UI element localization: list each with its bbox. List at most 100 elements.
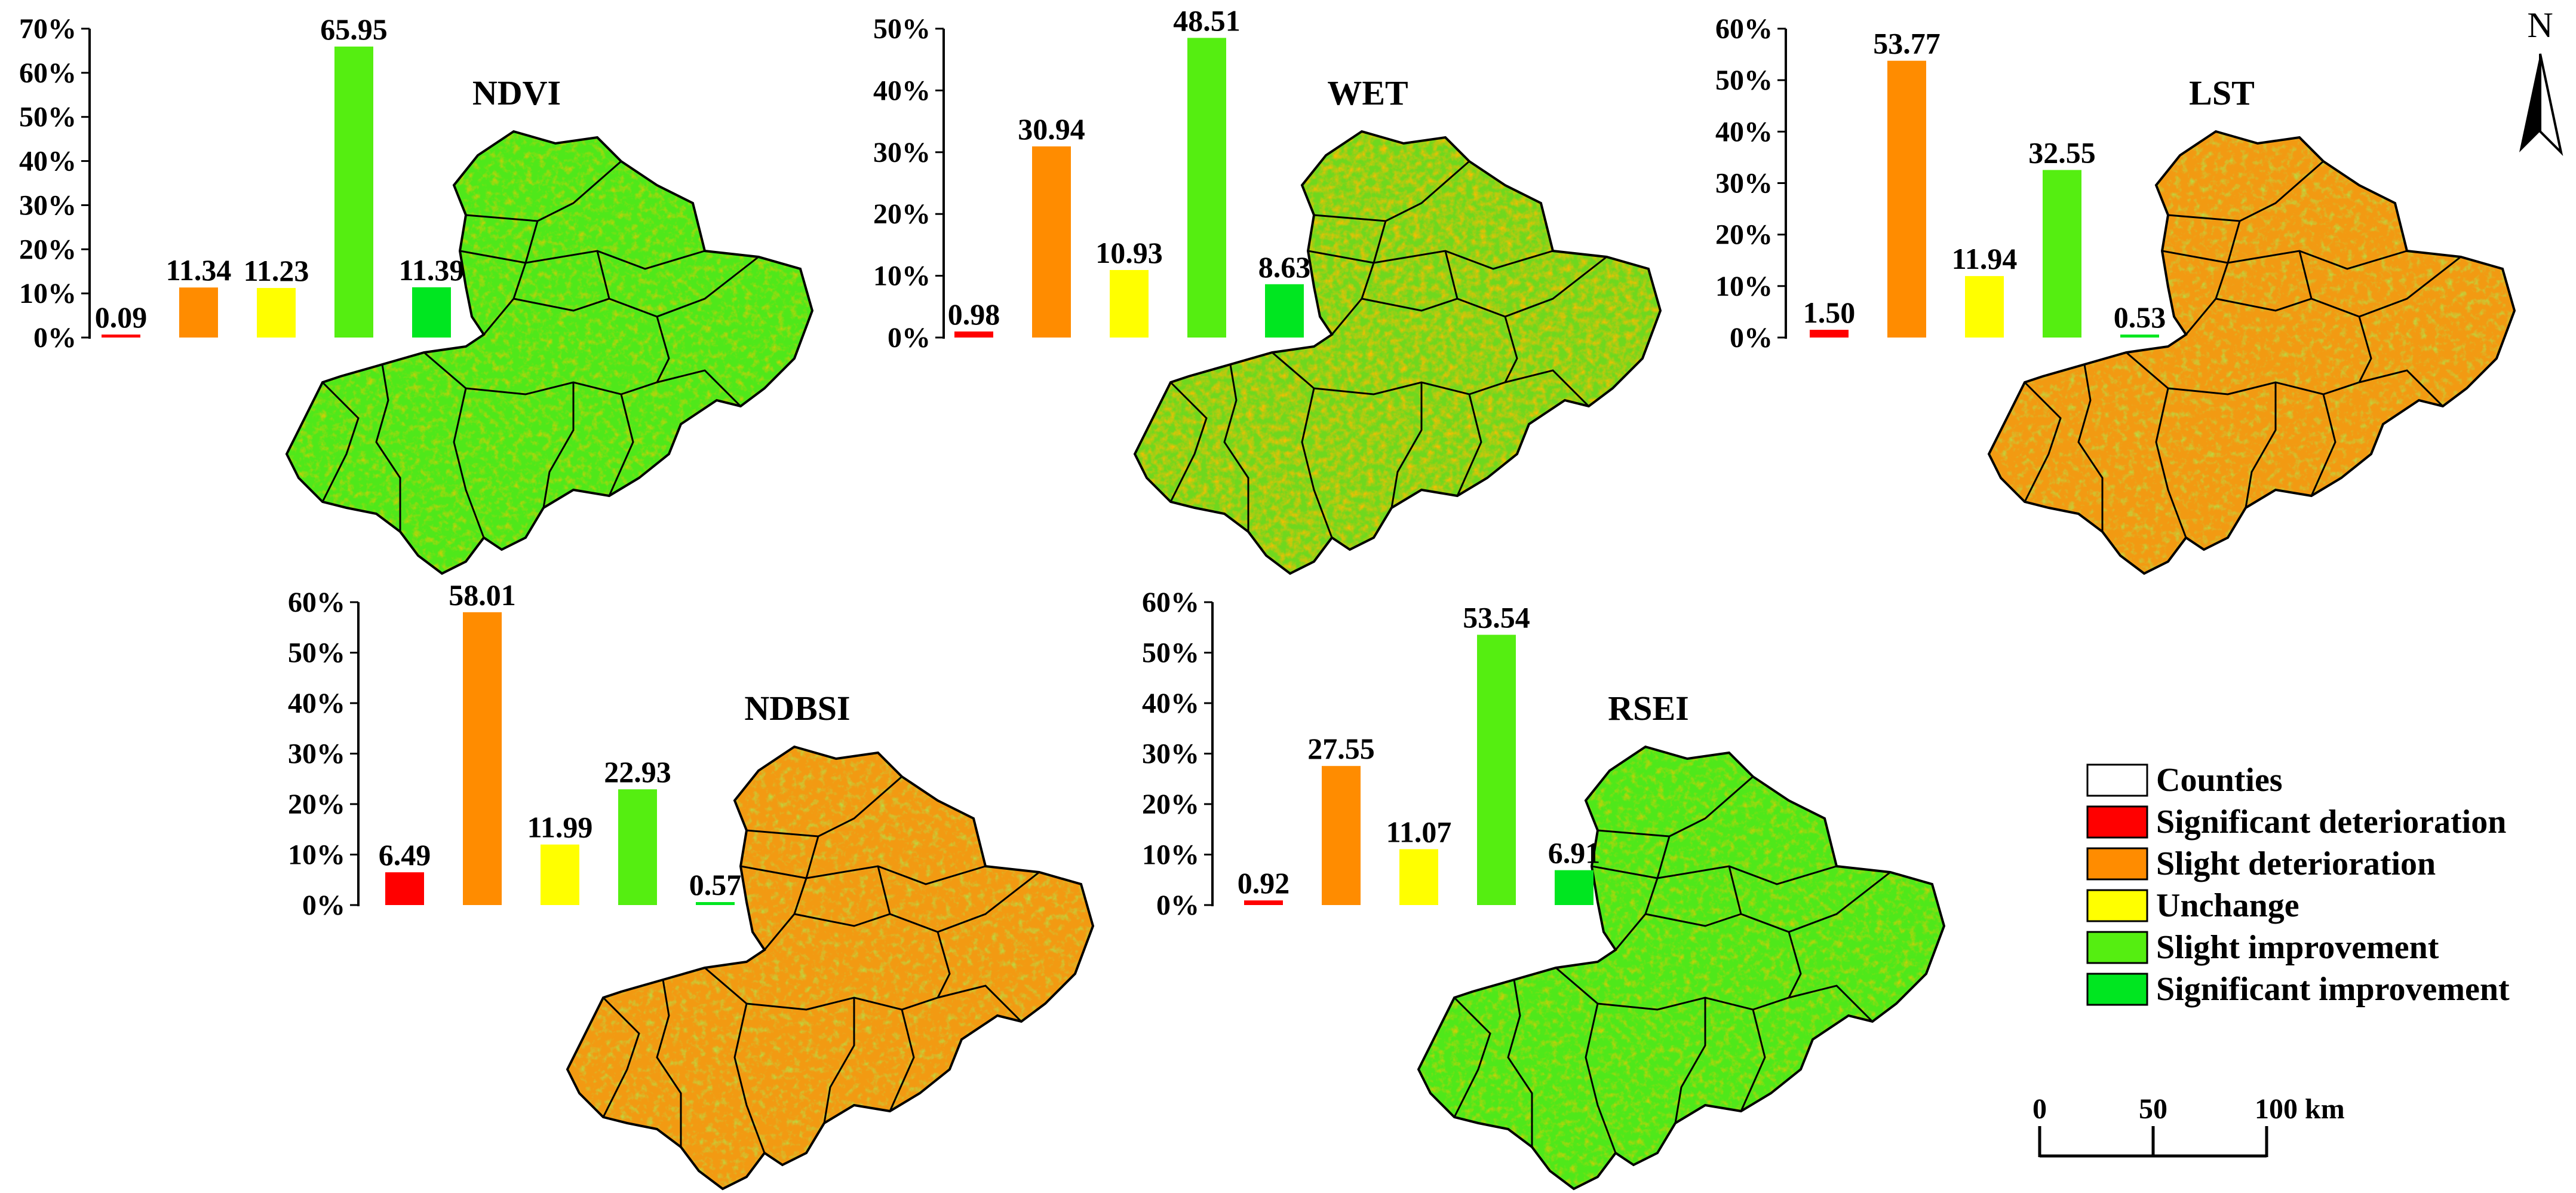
y-tick-label: 0% (1730, 322, 1773, 354)
region-boundary (1417, 745, 1946, 1191)
region-boundary (566, 745, 1095, 1191)
y-tick-label: 40% (19, 146, 76, 177)
bar-significant-improvement (412, 287, 451, 338)
county-boundary (1597, 775, 1754, 838)
legend-label: Counties (2156, 762, 2283, 799)
county-boundary (2167, 160, 2324, 222)
county-boundary (2126, 351, 2187, 538)
county-boundary (1313, 160, 1470, 222)
county-boundary (483, 220, 539, 335)
y-tick-label: 10% (1142, 839, 1199, 871)
county-boundary (1645, 913, 1742, 927)
y-tick-label: 60% (288, 587, 345, 618)
bar-value-label: 11.94 (1952, 242, 2018, 275)
county-boundary (1390, 382, 1423, 508)
bar-chart-ndvi: 0% 10% 20% 30% 40% 50% 60% 70% 0.09 11.34 11.23 65.… (19, 13, 464, 354)
y-tick-label: 0% (1156, 890, 1199, 921)
bar-significant-deterioration (1244, 900, 1283, 905)
y-tick-label: 70% (19, 13, 76, 45)
county-boundary (2077, 364, 2104, 532)
bar-value-label: 11.34 (166, 253, 232, 287)
bar-slight-improvement (618, 789, 657, 905)
scale-label: 50 (2139, 1093, 2167, 1125)
bar-slight-deterioration (179, 287, 218, 338)
county-boundary (937, 931, 951, 998)
panel-lst: LST 0% 10% 20% 30% 40% 50% 60% 1.50 53.77 11.94 32.… (1715, 13, 2516, 575)
bar-significant-deterioration (1810, 330, 1849, 338)
y-tick-label: 50% (1715, 65, 1773, 96)
y-tick-label: 40% (1715, 116, 1773, 148)
legend-swatch (2086, 889, 2148, 922)
legend: Counties Significant deterioration Slight … (2086, 762, 2510, 1008)
county-boundary (1674, 998, 1706, 1124)
panels-layer: NDVI 0% 10% 20% 30% 40% 50% 60% 70% 0.09 11.34 11.2… (19, 4, 2516, 1191)
y-tick-label: 20% (1142, 789, 1199, 820)
y-tick-label: 10% (288, 839, 345, 871)
bar-value-label: 11.99 (527, 811, 593, 844)
county-boundary (375, 364, 401, 532)
panel-wet: WET 0% 10% 20% 30% 40% 50% 0.98 30.94 10.93 48.51 8… (873, 4, 1662, 575)
panel-title: NDVI (472, 73, 561, 112)
bar-slight-improvement (334, 46, 373, 338)
bar-slight-deterioration (463, 612, 502, 905)
north-arrow: N (2519, 5, 2563, 157)
bar-chart-wet: 0% 10% 20% 30% 40% 50% 0.98 30.94 10.93 48.51 8.63 (873, 4, 1310, 354)
county-boundary (1555, 967, 1617, 1154)
panel-rsei: RSEI 0% 10% 20% 30% 40% 50% 60% 0.92 27.55 11.07 53… (1142, 587, 1946, 1191)
county-boundary (889, 1009, 915, 1112)
bar-significant-deterioration (102, 335, 140, 338)
legend-label: Significant deterioration (2156, 803, 2506, 841)
north-arrow-half (2539, 53, 2563, 157)
bar-significant-improvement (1265, 284, 1304, 338)
bar-slight-deterioration (1322, 766, 1361, 905)
panel-ndbsi: NDBSI 0% 10% 20% 30% 40% 50% 60% 6.49 58.01 11.99 2… (288, 578, 1095, 1191)
y-tick-label: 40% (873, 75, 931, 106)
y-tick-label: 60% (19, 57, 76, 89)
y-tick-label: 50% (873, 13, 931, 45)
y-tick-label: 20% (288, 789, 345, 820)
panel-ndvi: NDVI 0% 10% 20% 30% 40% 50% 60% 70% 0.09 11.34 11.2… (19, 13, 814, 575)
county-boundary (704, 967, 766, 1154)
y-tick-label: 20% (1715, 219, 1773, 251)
county-boundary (1740, 1009, 1766, 1112)
bar-slight-deterioration (1032, 146, 1071, 338)
scale-label: 100 km (2255, 1093, 2345, 1125)
county-boundary (1788, 931, 1802, 998)
panel-title: LST (2189, 73, 2255, 112)
y-tick-label: 0% (302, 890, 345, 921)
bar-slight-deterioration (1887, 60, 1926, 338)
legend-swatch (2086, 763, 2148, 797)
y-tick-label: 10% (1715, 271, 1773, 302)
region-boundary (1133, 130, 1662, 575)
county-boundary (542, 382, 575, 508)
county-boundary (1331, 220, 1387, 335)
y-tick-label: 40% (1142, 688, 1199, 719)
y-tick-label: 50% (1142, 637, 1199, 669)
y-tick-label: 40% (288, 688, 345, 719)
county-boundary (1361, 298, 1458, 312)
county-boundary (1169, 381, 1208, 502)
bar-value-label: 6.91 (1548, 836, 1601, 870)
county-boundary (1456, 394, 1482, 496)
bar-chart-lst: 0% 10% 20% 30% 40% 50% 60% 1.50 53.77 11.94 32.55 0… (1715, 13, 2166, 354)
y-tick-label: 0% (33, 322, 76, 354)
county-boundary (608, 394, 634, 496)
county-boundary (763, 836, 819, 950)
panel-title: RSEI (1608, 689, 1688, 728)
county-boundary (1453, 996, 1491, 1118)
bar-value-label: 53.77 (1873, 27, 1941, 60)
y-tick-label: 50% (288, 637, 345, 669)
bar-unchange (1399, 849, 1438, 905)
y-tick-label: 60% (1142, 587, 1199, 618)
legend-label: Slight improvement (2156, 929, 2439, 966)
bar-unchange (257, 288, 296, 338)
bar-value-label: 22.93 (604, 755, 671, 789)
bar-slight-improvement (2043, 170, 2081, 338)
bar-value-label: 0.53 (2114, 300, 2166, 334)
county-boundary (794, 913, 891, 927)
bar-value-label: 10.93 (1095, 236, 1163, 269)
bar-value-label: 65.95 (320, 13, 388, 46)
legend-label: Unchange (2156, 887, 2299, 924)
bar-value-label: 30.94 (1018, 112, 1085, 146)
county-boundary (321, 381, 360, 502)
